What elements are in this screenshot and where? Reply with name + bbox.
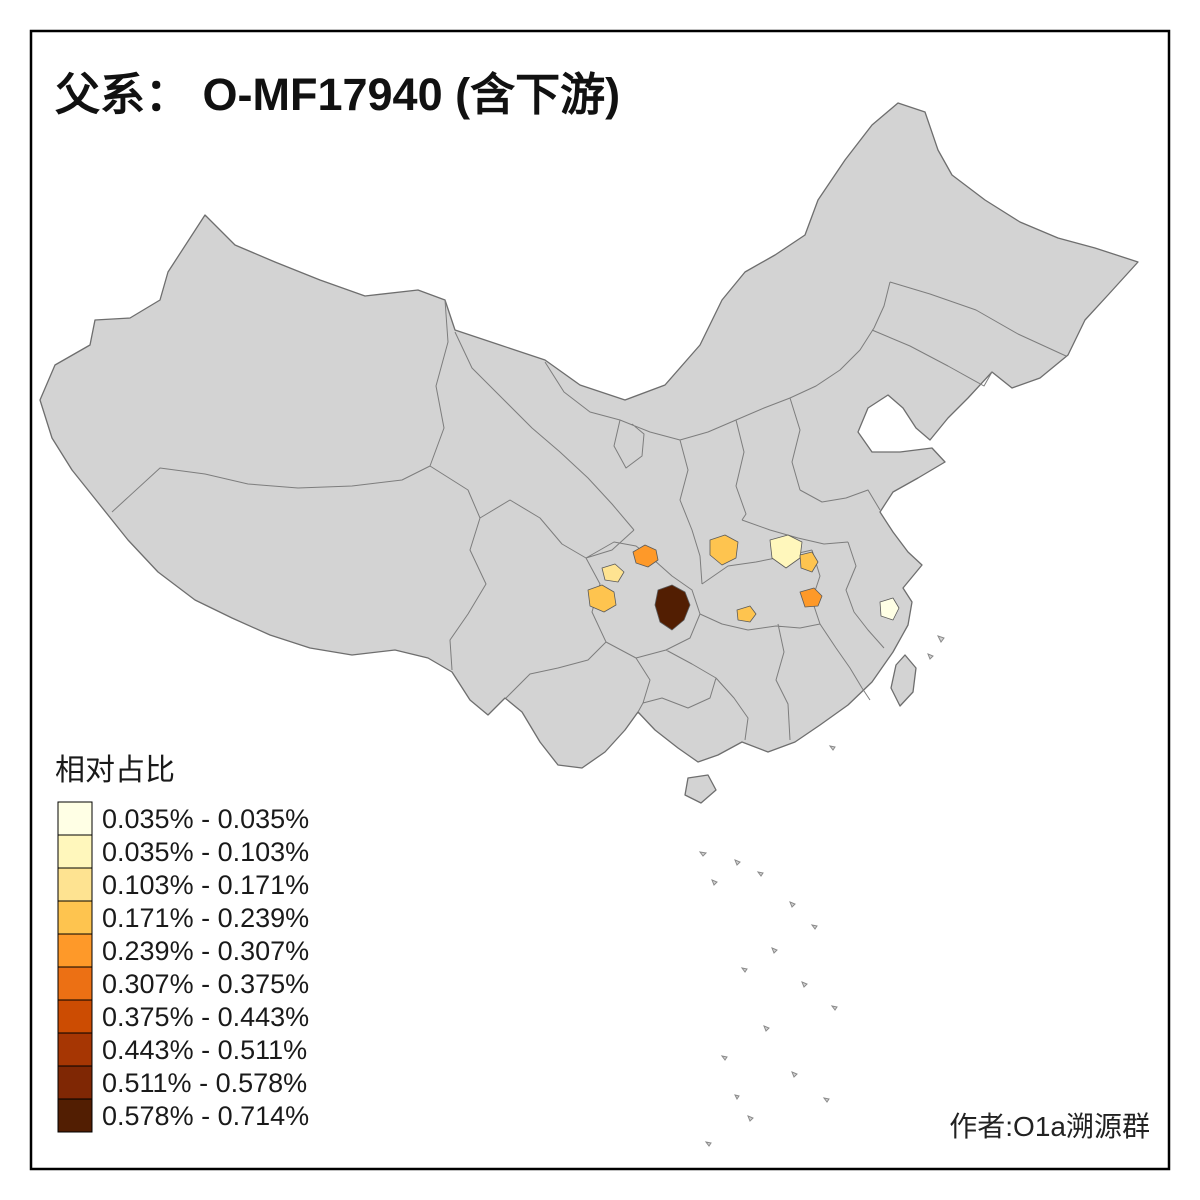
legend-swatch — [57, 1032, 93, 1067]
legend-label: 0.171% - 0.239% — [102, 903, 309, 933]
legend-swatch — [57, 867, 93, 902]
legend-label: 0.443% - 0.511% — [102, 1035, 307, 1065]
legend-swatch — [57, 1065, 93, 1100]
data-regions — [587, 534, 900, 631]
legend-label: 0.239% - 0.307% — [102, 936, 309, 966]
map-region — [654, 584, 691, 631]
islet — [720, 1055, 728, 1061]
islet — [734, 1094, 740, 1100]
south-china-sea-islands — [698, 635, 945, 1147]
map-region — [799, 551, 819, 573]
islet — [747, 1115, 754, 1122]
legend-title: 相对占比 — [55, 754, 175, 787]
legend-label: 0.103% - 0.171% — [102, 870, 309, 900]
china-map — [39, 102, 1139, 804]
islet — [789, 901, 796, 908]
islet — [810, 924, 818, 930]
islet — [698, 851, 708, 857]
map-region — [587, 584, 617, 613]
legend-swatch — [57, 834, 93, 869]
legend-swatch — [57, 933, 93, 968]
islet — [937, 635, 945, 643]
legend-swatch — [57, 1098, 93, 1133]
mainland-outline — [39, 102, 1139, 769]
map-region — [879, 597, 900, 621]
page-title: 父系： O-MF17940 (含下游) — [55, 69, 620, 120]
legend-label: 0.035% - 0.103% — [102, 837, 309, 867]
taiwan-island — [890, 654, 917, 707]
map-region — [736, 605, 757, 623]
islet — [763, 1025, 770, 1032]
islet — [704, 1141, 712, 1147]
legend-label: 0.035% - 0.035% — [102, 804, 309, 834]
map-region — [601, 563, 625, 583]
legend-swatch — [57, 999, 93, 1034]
legend-label: 0.307% - 0.375% — [102, 969, 309, 999]
islet — [830, 1005, 838, 1011]
islet — [771, 947, 778, 954]
legend: 相对占比 0.035% - 0.035% 0.035% - 0.103% 0.1… — [55, 754, 309, 1133]
islet — [927, 653, 934, 660]
province-borders — [111, 281, 1067, 741]
islet — [822, 1097, 830, 1103]
map-region — [709, 534, 739, 566]
legend-swatch — [57, 966, 93, 1001]
hainan-island — [684, 774, 717, 804]
islet — [791, 1071, 798, 1078]
islet — [734, 859, 741, 866]
islet — [828, 745, 836, 751]
legend-label: 0.578% - 0.714% — [102, 1101, 309, 1131]
author-credit: 作者:O1a溯源群 — [949, 1111, 1150, 1142]
islet — [740, 967, 748, 973]
map-region — [799, 587, 823, 608]
islet — [711, 879, 718, 886]
map-region — [632, 544, 659, 568]
legend-swatch — [57, 801, 93, 836]
legend-label: 0.511% - 0.578% — [102, 1068, 307, 1098]
islet — [756, 871, 764, 877]
legend-label: 0.375% - 0.443% — [102, 1002, 309, 1032]
plot-border — [29, 29, 1171, 1171]
legend-swatch — [57, 900, 93, 935]
islet — [801, 981, 808, 988]
